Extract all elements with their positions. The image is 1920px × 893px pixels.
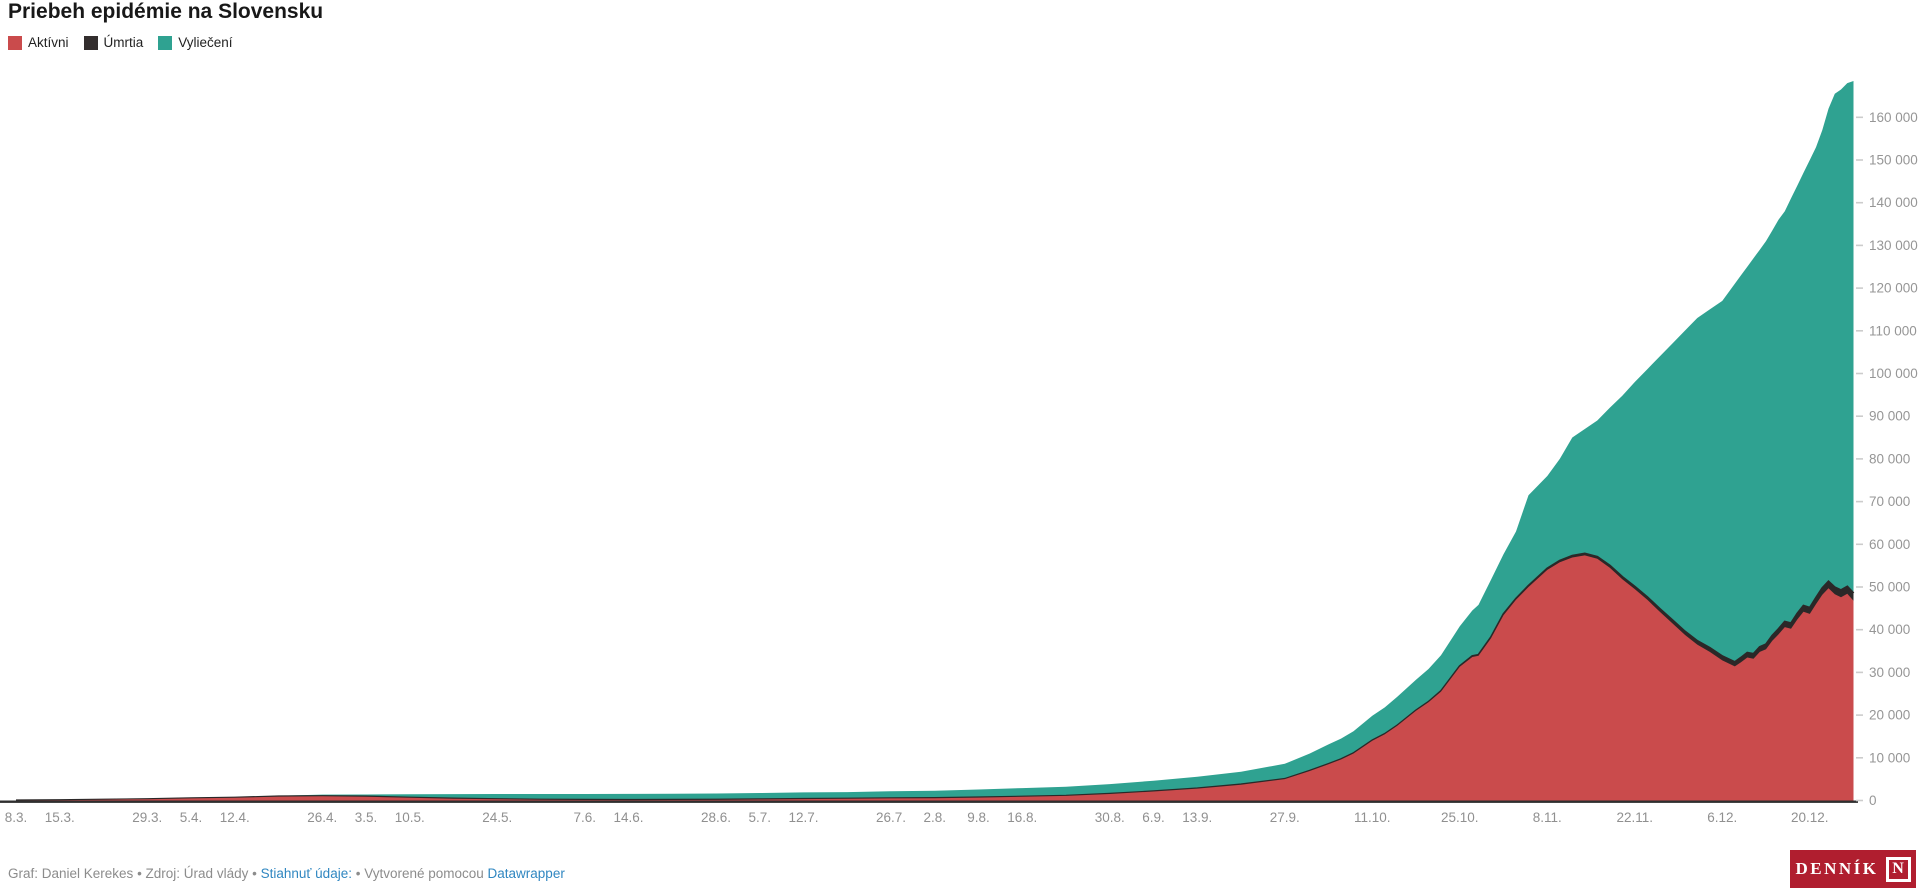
y-tick-dash — [1856, 714, 1863, 716]
y-tick-dash — [1856, 415, 1863, 417]
x-tick-label: 25.10. — [1441, 810, 1479, 825]
y-tick-label: 130 000 — [1869, 238, 1918, 253]
chart-legend: Aktívni Úmrtia Vyliečení — [8, 35, 233, 50]
y-tick-dash — [1856, 586, 1863, 588]
dennik-n-logo-n-icon: N — [1885, 856, 1911, 882]
legend-label-vylieceni: Vyliečení — [178, 35, 233, 50]
line-umrtia — [15, 552, 1855, 802]
y-tick-dash — [1856, 543, 1863, 546]
y-tick-label: 60 000 — [1869, 537, 1910, 552]
y-tick-dash — [1856, 330, 1863, 332]
dennik-n-logo-text: DENNÍK — [1795, 859, 1879, 878]
x-tick-label: 2.8. — [924, 810, 947, 825]
y-tick-label: 30 000 — [1869, 665, 1910, 680]
y-tick-dash — [1856, 500, 1863, 503]
legend-item-vylieceni: Vyliečení — [158, 35, 233, 50]
legend-item-aktivni: Aktívni — [8, 35, 69, 50]
y-tick-dash — [1856, 116, 1863, 119]
y-tick-label: 80 000 — [1869, 451, 1910, 466]
x-tick-label: 14.6. — [613, 810, 643, 825]
datawrapper-link[interactable]: Datawrapper — [487, 866, 565, 881]
x-tick-label: 12.4. — [220, 810, 250, 825]
page-title: Priebeh epidémie na Slovensku — [8, 0, 324, 23]
x-tick-label: 6.12. — [1707, 810, 1737, 825]
legend-label-aktivni: Aktívni — [28, 35, 69, 50]
x-tick-label: 3.5. — [355, 810, 378, 825]
y-tick-dash — [1856, 372, 1863, 375]
footer-sep3: • — [351, 866, 365, 881]
x-tick-label: 7.6. — [574, 810, 597, 825]
x-tick-label: 30.8. — [1095, 810, 1125, 825]
x-tick-label: 5.4. — [180, 810, 203, 825]
y-tick-label: 110 000 — [1869, 323, 1917, 338]
y-tick-label: 160 000 — [1869, 110, 1918, 125]
x-tick-label: 27.9. — [1270, 810, 1300, 825]
x-axis-line — [0, 800, 1858, 803]
legend-swatch-vylieceni — [158, 35, 173, 50]
y-tick-label: 10 000 — [1869, 750, 1910, 765]
y-tick-dash — [1856, 671, 1863, 674]
y-tick-label: 90 000 — [1869, 409, 1910, 424]
y-tick-dash — [1856, 799, 1863, 802]
footer-sep2: • — [248, 866, 261, 881]
y-tick-label: 150 000 — [1869, 153, 1918, 168]
chart-footer: Graf: Daniel Kerekes • Zdroj: Úrad vlády… — [8, 866, 565, 881]
area-aktivni — [16, 555, 1854, 801]
footer-source: Zdroj: Úrad vlády — [145, 866, 249, 881]
y-tick-label: 40 000 — [1869, 622, 1910, 637]
x-tick-label: 24.5. — [482, 810, 512, 825]
y-tick-label: 20 000 — [1869, 708, 1910, 723]
x-tick-label: 11.10. — [1354, 810, 1391, 825]
x-tick-label: 13.9. — [1182, 810, 1212, 825]
x-tick-label: 8.11. — [1533, 810, 1562, 825]
legend-label-umrtia: Úmrtia — [103, 35, 144, 50]
x-tick-label: 22.11. — [1617, 810, 1654, 825]
footer-created-with: Vytvorené pomocou — [364, 866, 488, 881]
y-tick-label: 100 000 — [1869, 366, 1918, 381]
y-tick-dash — [1856, 757, 1863, 759]
x-tick-label: 26.4. — [307, 810, 337, 825]
x-tick-label: 26.7. — [876, 810, 906, 825]
legend-swatch-umrtia — [83, 35, 98, 50]
x-tick-label: 28.6. — [701, 810, 731, 825]
y-tick-label: 140 000 — [1869, 195, 1918, 210]
y-tick-label: 0 — [1869, 793, 1877, 808]
x-tick-label: 6.9. — [1142, 810, 1165, 825]
y-tick-label: 50 000 — [1869, 580, 1910, 595]
y-tick-label: 120 000 — [1869, 281, 1918, 296]
x-tick-label: 8.3. — [5, 810, 28, 825]
x-tick-label: 5.7. — [749, 810, 772, 825]
x-tick-label: 10.5. — [395, 810, 425, 825]
x-tick-label: 29.3. — [132, 810, 162, 825]
legend-swatch-aktivni — [8, 35, 22, 50]
y-tick-dash — [1856, 201, 1863, 204]
x-tick-label: 20.12. — [1791, 810, 1829, 825]
y-tick-dash — [1856, 159, 1863, 161]
x-tick-label: 15.3. — [45, 810, 75, 825]
footer-sep1: • — [133, 866, 146, 881]
legend-item-umrtia: Úmrtia — [83, 35, 144, 50]
x-tick-label: 9.8. — [967, 810, 990, 825]
y-tick-label: 70 000 — [1869, 494, 1910, 509]
dennik-n-logo: DENNÍK N — [1790, 850, 1916, 888]
y-tick-dash — [1856, 287, 1863, 289]
y-tick-dash — [1856, 458, 1863, 460]
y-tick-dash — [1856, 244, 1863, 247]
x-tick-label: 12.7. — [788, 810, 818, 825]
download-data-link[interactable]: Stiahnuť údaje: — [260, 866, 352, 881]
x-tick-label: 16.8. — [1007, 810, 1037, 825]
footer-credit: Graf: Daniel Kerekes — [8, 866, 134, 881]
y-tick-dash — [1856, 628, 1863, 631]
